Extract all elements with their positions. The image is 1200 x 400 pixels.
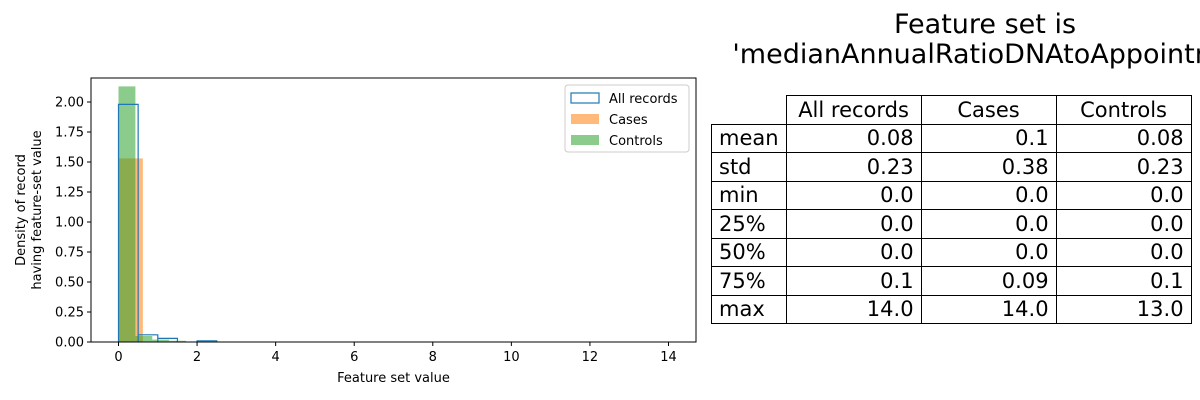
column-header-all-records: All records — [785, 95, 922, 125]
table-cell: 0.1 — [1055, 266, 1192, 296]
row-label: min — [711, 180, 787, 210]
row-label: 75% — [711, 266, 787, 296]
histogram-bar — [135, 336, 153, 342]
table-header-row: All records Cases Controls — [712, 95, 1192, 125]
x-tick-label: 0 — [114, 350, 122, 365]
row-label: 25% — [711, 209, 787, 239]
table-cell: 0.1 — [785, 266, 922, 296]
title-line-2: 'medianAnnualRatioDNAtoAppointme — [732, 39, 1200, 70]
x-tick-label: 6 — [350, 350, 358, 365]
table-cell: 0.38 — [920, 152, 1057, 182]
plot-frame — [90, 77, 697, 343]
y-axis-label-line-1: Density of record — [14, 154, 29, 266]
y-tick-label: 2.00 — [55, 96, 84, 111]
table-cell: 0.0 — [785, 237, 922, 267]
summary-stats-table: All records Cases Controls mean 0.08 0.1 0.… — [711, 95, 1192, 324]
row-label: 50% — [711, 237, 787, 267]
table-cell: 0.23 — [1055, 152, 1192, 182]
title-line-1: Feature set is — [893, 9, 1077, 40]
y-tick-label: 0.00 — [55, 336, 84, 351]
table-row: 25% 0.0 0.0 0.0 — [711, 209, 1192, 239]
legend-swatch — [571, 114, 599, 124]
table-cell: 13.0 — [1055, 294, 1192, 324]
table-cell: 0.0 — [920, 180, 1057, 210]
table-row: 75% 0.1 0.09 0.1 — [711, 266, 1192, 296]
x-tick-label: 14 — [660, 350, 677, 365]
table-cell: 0.0 — [785, 180, 922, 210]
table-row: std 0.23 0.38 0.23 — [711, 152, 1192, 182]
table-row: 50% 0.0 0.0 0.0 — [711, 237, 1192, 267]
histogram-step-outline — [117, 103, 218, 342]
table-row: max 14.0 14.0 13.0 — [711, 294, 1192, 324]
table-cell: 0.0 — [1055, 209, 1192, 239]
table-cell: 14.0 — [920, 294, 1057, 324]
histogram-bar — [152, 339, 170, 342]
table-row: mean 0.08 0.1 0.08 — [711, 123, 1192, 153]
y-tick-label: 0.50 — [55, 276, 84, 291]
table-cell: 0.08 — [1055, 123, 1192, 153]
x-axis-label: Feature set value — [337, 371, 450, 386]
table-cell: 0.0 — [1055, 180, 1192, 210]
y-tick-label: 1.25 — [55, 186, 84, 201]
legend-swatch — [570, 92, 600, 104]
table-cell: 0.1 — [920, 123, 1057, 153]
table-cell: 14.0 — [785, 294, 922, 324]
row-label: mean — [711, 123, 787, 153]
column-header-controls: Controls — [1055, 95, 1192, 125]
table-cell: 0.0 — [1055, 237, 1192, 267]
x-tick-label: 2 — [193, 350, 201, 365]
legend-swatch — [571, 135, 599, 145]
table-cell: 0.0 — [920, 209, 1057, 239]
y-tick-label: 1.50 — [55, 156, 84, 171]
x-tick-label: 10 — [503, 350, 520, 365]
column-header-cases: Cases — [920, 95, 1057, 125]
x-tick-label: 12 — [582, 350, 599, 365]
row-label: max — [711, 294, 787, 324]
x-tick-label: 4 — [272, 350, 280, 365]
table-cell: 0.0 — [785, 209, 922, 239]
y-tick-label: 0.75 — [55, 246, 84, 261]
y-tick-label: 1.75 — [55, 126, 84, 141]
table-cell: 0.09 — [920, 266, 1057, 296]
legend-label: Controls — [609, 134, 663, 149]
table-row: min 0.0 0.0 0.0 — [711, 180, 1192, 210]
legend-label: Cases — [609, 113, 648, 128]
histogram-bar — [118, 86, 136, 343]
table-cell: 0.23 — [785, 152, 922, 182]
table-cell: 0.0 — [920, 237, 1057, 267]
y-axis-label-line-2: having feature-set value — [30, 130, 45, 289]
figure-title: Feature set is 'medianAnnualRatioDNAtoAp… — [690, 10, 1200, 70]
table-corner-cell — [712, 96, 787, 125]
legend-label: All records — [609, 92, 678, 107]
row-label: std — [711, 152, 787, 182]
x-tick-label: 8 — [429, 350, 437, 365]
y-tick-label: 1.00 — [55, 216, 84, 231]
y-tick-label: 0.25 — [55, 306, 84, 321]
table-cell: 0.08 — [785, 123, 922, 153]
histogram-chart: 0 2 4 6 8 10 12 14 0.00 0.25 0.50 0.75 1.00 1.25 1.50 1… — [14, 77, 697, 386]
